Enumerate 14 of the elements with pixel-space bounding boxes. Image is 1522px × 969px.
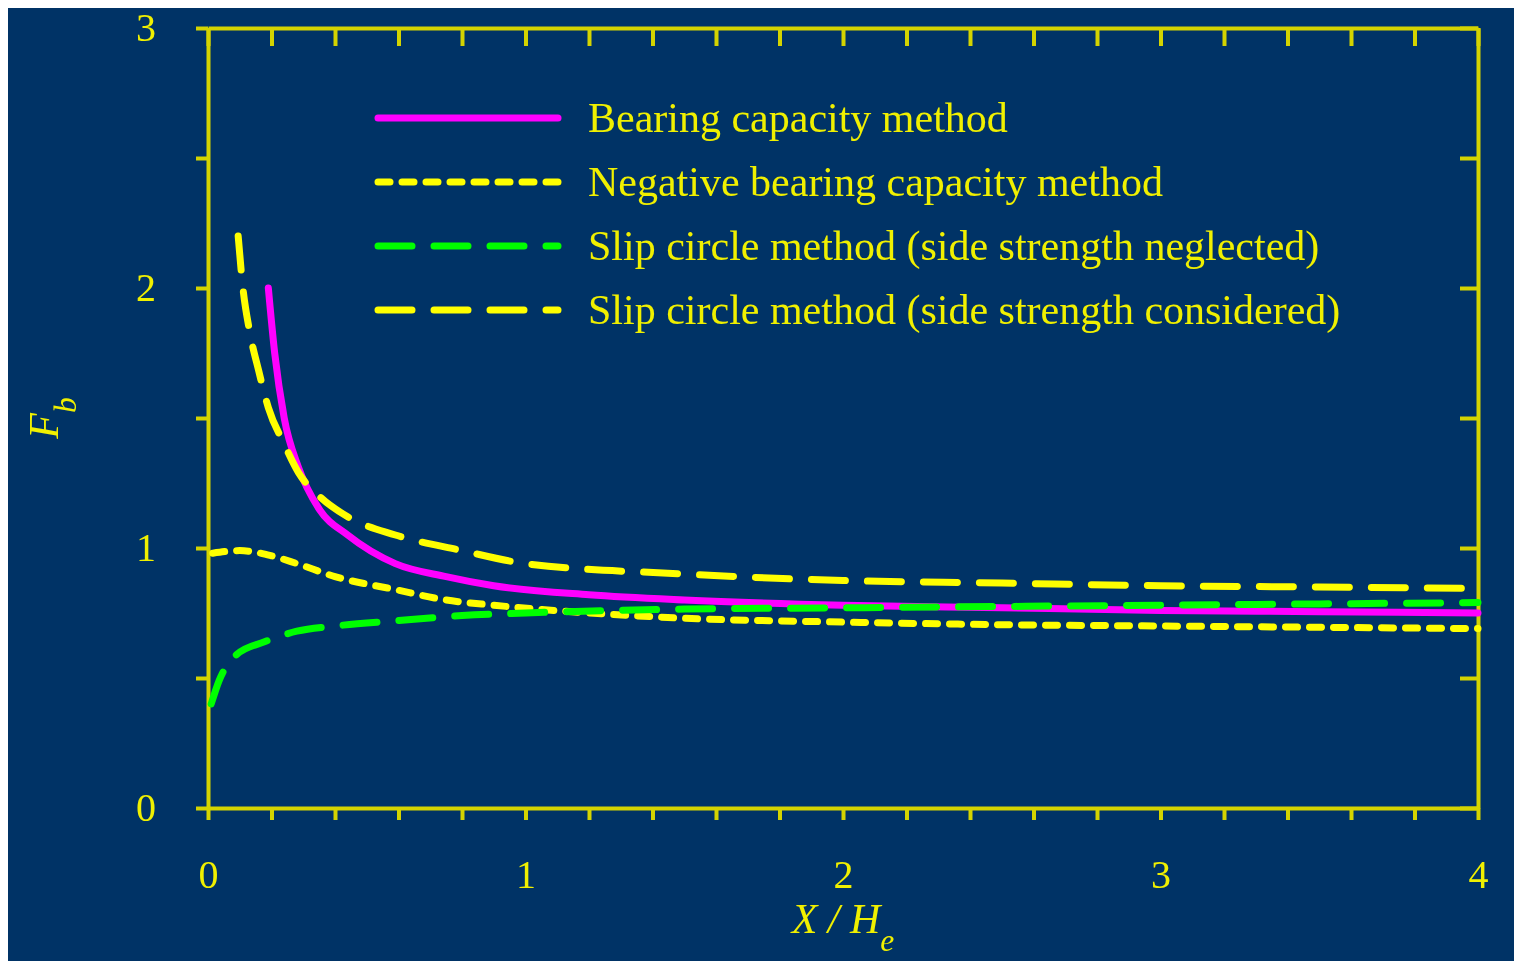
y-tick-label: 3 bbox=[136, 5, 156, 51]
x-axis-title: X / H$_{e}$ bbox=[789, 896, 895, 958]
legend-label: Slip circle method (side strength neglected) bbox=[588, 223, 1320, 270]
x-tick-label: 3 bbox=[1151, 852, 1171, 898]
x-tick-label: 1 bbox=[516, 852, 536, 898]
y-tick-label: 0 bbox=[136, 785, 156, 831]
legend-label: Slip circle method (side strength considered) bbox=[588, 287, 1341, 334]
x-tick-label: 4 bbox=[1468, 852, 1489, 898]
legend-label: Negative bearing capacity method bbox=[588, 159, 1163, 205]
x-tick-label: 2 bbox=[833, 852, 854, 898]
y-tick-label: 2 bbox=[136, 265, 156, 311]
y-tick-label: 1 bbox=[136, 525, 156, 571]
x-tick-label: 0 bbox=[198, 852, 219, 898]
legend-label: Bearing capacity method bbox=[588, 95, 1008, 141]
